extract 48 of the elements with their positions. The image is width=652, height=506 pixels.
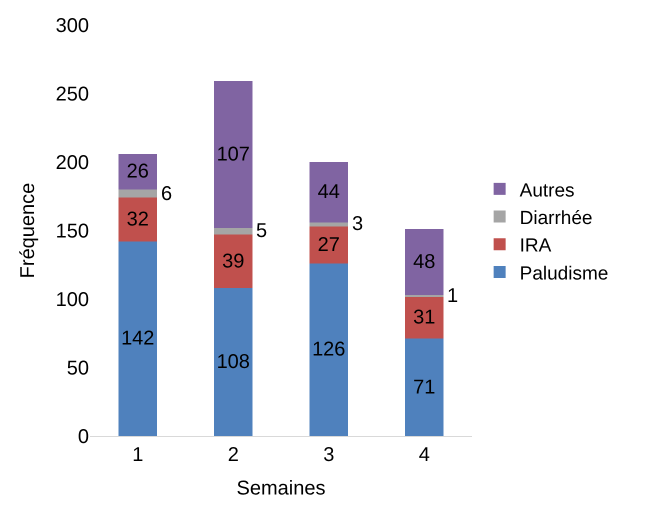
bar [310,263,348,436]
y-tick-label: 150 [56,220,89,242]
data-label: 5 [256,220,268,242]
y-tick-label: 0 [78,426,89,448]
bar [214,288,252,436]
bar [214,81,252,228]
x-tick-label: 2 [228,444,239,466]
bar [405,229,444,295]
y-tick-label: 200 [56,152,89,174]
y-tick-label: 50 [66,358,89,380]
data-label: 1 [447,285,458,307]
bar [310,226,348,264]
y-axis-title: Fréquence [17,182,40,278]
x-tick-label: 3 [323,444,334,466]
data-label: 71 [413,376,436,398]
data-label: 31 [413,306,436,328]
legend-label: IRA [520,236,552,257]
data-label: 26 [126,160,149,183]
data-label: 6 [161,183,172,205]
bar [310,222,348,226]
legend-label: Autres [520,180,575,202]
bar [118,241,157,436]
x-tick-label: 4 [418,444,430,466]
data-label: 39 [222,250,244,272]
data-label: 32 [126,208,149,231]
bar [118,198,157,242]
bar [214,228,252,235]
data-label: 27 [318,234,340,256]
y-tick-label: 300 [56,15,89,37]
bar [405,338,444,436]
y-tick-label: 250 [56,84,89,106]
legend-label: Paludisme [520,263,608,284]
data-label: 108 [216,351,250,374]
data-label: 107 [216,143,250,166]
bar [118,154,157,190]
x-axis-title: Semaines [236,478,326,500]
x-tick-label: 1 [132,444,144,466]
y-tick-label: 100 [56,289,89,311]
data-label: 44 [318,181,340,204]
data-label: 48 [413,251,436,274]
bar [214,234,252,288]
legend-label: Diarrhée [520,208,593,229]
data-label: 3 [352,213,364,235]
data-label: 142 [121,328,154,350]
bar [118,189,157,198]
bar [310,162,348,222]
bar [405,296,444,339]
data-label: 126 [312,338,346,361]
